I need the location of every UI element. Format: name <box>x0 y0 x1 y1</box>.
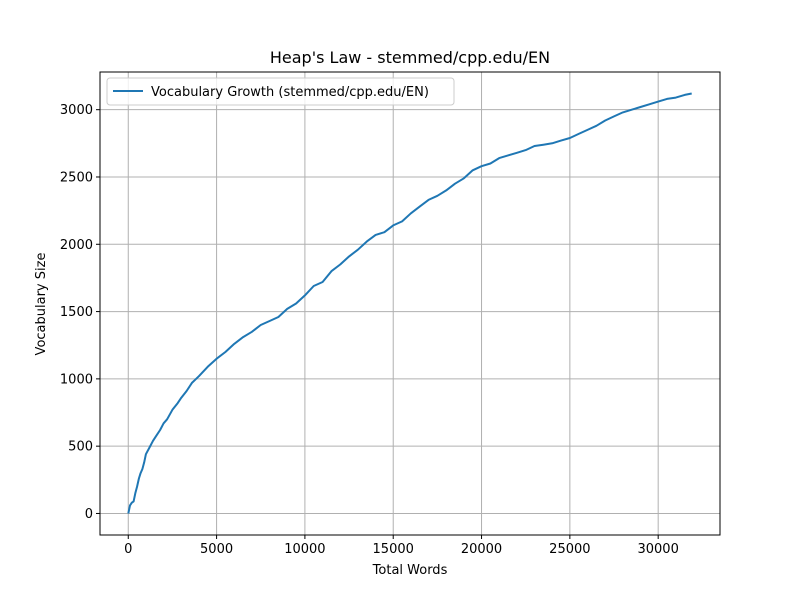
y-tick-label: 500 <box>68 440 93 455</box>
y-tick-label: 2500 <box>60 170 93 185</box>
x-axis: 0 5000 10000 15000 20000 25000 30000 <box>124 535 679 557</box>
series-lines <box>127 92 692 514</box>
y-tick-label: 2000 <box>60 238 93 253</box>
x-tick-label: 0 <box>124 542 132 557</box>
y-tick-label: 1500 <box>60 305 93 320</box>
x-tick-label: 20000 <box>461 542 502 557</box>
y-axis-title: Vocabulary Size <box>34 253 49 356</box>
x-tick-label: 15000 <box>373 542 414 557</box>
x-tick-label: 10000 <box>284 542 325 557</box>
x-tick-label: 25000 <box>549 542 590 557</box>
x-tick-label: 30000 <box>637 542 678 557</box>
x-tick-label: 5000 <box>200 542 233 557</box>
legend: Vocabulary Growth (stemmed/cpp.edu/EN) <box>106 77 455 106</box>
legend-label: Vocabulary Growth (stemmed/cpp.edu/EN) <box>151 85 429 100</box>
grid <box>100 72 720 535</box>
x-axis-title: Total Words <box>372 563 448 578</box>
plot-area-frame <box>99 71 721 536</box>
series-line <box>127 92 692 514</box>
y-tick-label: 1000 <box>60 372 93 387</box>
y-tick-label: 0 <box>85 507 93 522</box>
chart-title: Heap's Law - stemmed/cpp.edu/EN <box>270 48 550 67</box>
legend-box <box>106 77 455 106</box>
y-tick-label: 3000 <box>60 103 93 118</box>
y-axis: 0 500 1000 1500 2000 2500 3000 <box>60 103 100 522</box>
